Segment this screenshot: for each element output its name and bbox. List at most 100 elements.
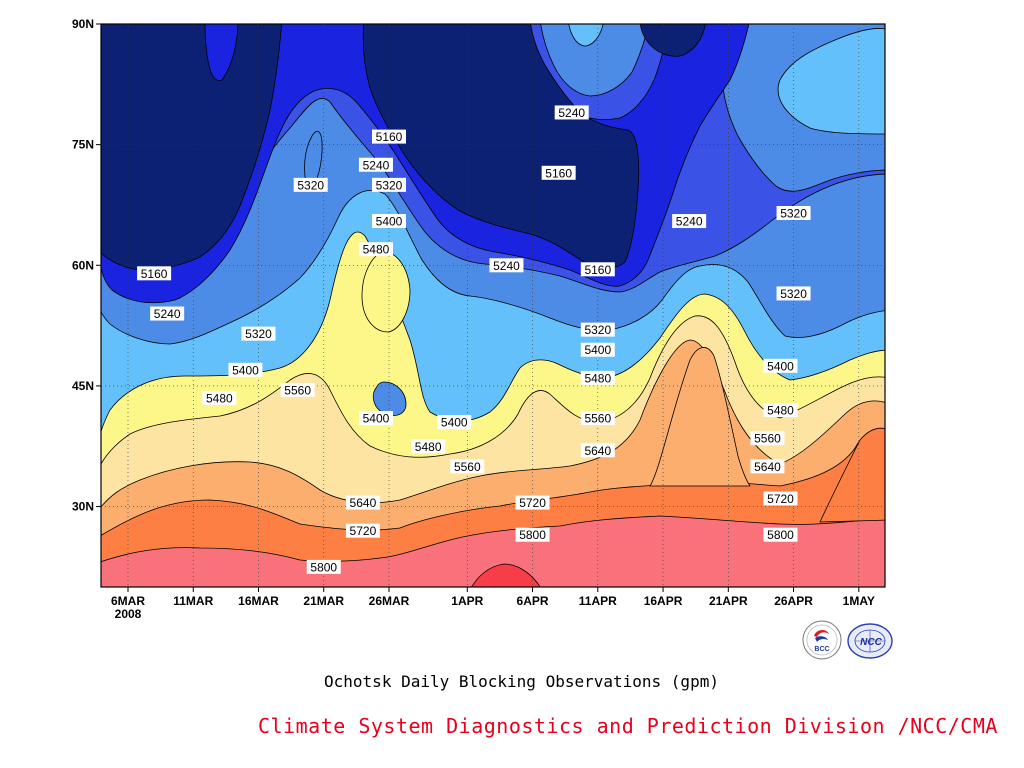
x-axis: 6MAR 11MAR 16MAR 21MAR 26MAR 1APR 6APR 11APR 16A… bbox=[111, 587, 875, 621]
contour-label-text: 5480 bbox=[363, 243, 390, 257]
contour-label: 5320 bbox=[776, 206, 811, 221]
contour-label: 5240 bbox=[489, 258, 524, 273]
contour-label-text: 5800 bbox=[767, 528, 794, 542]
contour-label: 5800 bbox=[763, 527, 798, 542]
x-tick-label: 21APR bbox=[709, 594, 748, 608]
chart-title: Ochotsk Daily Blocking Observations (gpm… bbox=[324, 672, 719, 691]
contour-label-text: 5320 bbox=[780, 287, 807, 301]
contour-label-bg bbox=[763, 403, 798, 418]
contour-label-text: 5240 bbox=[154, 307, 181, 321]
contour-label-bg bbox=[580, 370, 615, 385]
contour-chart: 30N 45N 60N 75N 90N 6MAR 11MAR 16MAR 21MAR 26MAR… bbox=[72, 17, 886, 621]
contour-label-text: 5160 bbox=[141, 267, 168, 281]
contour-label-bg bbox=[437, 415, 472, 430]
x-tick-label: 6MAR bbox=[111, 594, 145, 608]
island-5480-26mar bbox=[361, 251, 411, 333]
region-5400-upper-right bbox=[777, 28, 885, 135]
x-tick-label: 26APR bbox=[774, 594, 813, 608]
contour-label-bg bbox=[450, 459, 485, 474]
contour-label-bg bbox=[763, 491, 798, 506]
contour-label-text: 5720 bbox=[519, 496, 546, 510]
contour-label: 5400 bbox=[763, 358, 798, 373]
contour-label-bg bbox=[750, 431, 785, 446]
contour-label-text: 5720 bbox=[767, 492, 794, 506]
contour-label: 5720 bbox=[763, 491, 798, 506]
contour-label-text: 5160 bbox=[545, 166, 572, 180]
contour-label-bg bbox=[202, 390, 237, 405]
contour-label: 5240 bbox=[554, 105, 589, 120]
contour-label-bg bbox=[554, 105, 589, 120]
contour-label-text: 5480 bbox=[206, 391, 233, 405]
x-tick-label: 6APR bbox=[517, 594, 549, 608]
contour-label: 5240 bbox=[150, 306, 185, 321]
contour-label-text: 5400 bbox=[376, 215, 403, 229]
bcc-logo: BCC bbox=[802, 620, 842, 660]
contour-label-text: 5320 bbox=[376, 178, 403, 192]
contour-label: 5800 bbox=[515, 527, 550, 542]
contour-label-text: 5640 bbox=[584, 444, 611, 458]
contour-label-bg bbox=[776, 206, 811, 221]
contour-label-bg bbox=[515, 495, 550, 510]
contour-label-text: 5720 bbox=[350, 524, 377, 538]
contour-label: 5320 bbox=[580, 322, 615, 337]
x-tick-label: 1APR bbox=[451, 594, 483, 608]
x-tick-label: 26MAR bbox=[369, 594, 410, 608]
contour-label-bg bbox=[372, 214, 406, 229]
x-tick-label: 16APR bbox=[644, 594, 683, 608]
contour-label: 5480 bbox=[202, 390, 237, 405]
contour-label-bg bbox=[372, 129, 406, 144]
contour-label-text: 5240 bbox=[363, 158, 390, 172]
contour-label: 5240 bbox=[672, 214, 707, 229]
contour-label-bg bbox=[358, 157, 393, 172]
credit-line: Climate System Diagnostics and Predictio… bbox=[258, 714, 998, 738]
contour-label-bg bbox=[358, 242, 393, 257]
contour-label-bg bbox=[293, 177, 328, 192]
contour-label: 5320 bbox=[293, 177, 328, 192]
contour-label: 5400 bbox=[580, 342, 615, 357]
contour-label: 5480 bbox=[580, 370, 615, 385]
island-5880-6apr bbox=[471, 563, 541, 587]
contour-label-text: 5560 bbox=[454, 460, 481, 474]
contour-label: 5720 bbox=[515, 495, 550, 510]
contour-label-text: 5560 bbox=[284, 383, 311, 397]
x-tick-label: 16MAR bbox=[238, 594, 279, 608]
contour-label-text: 5480 bbox=[584, 371, 611, 385]
contour-label-text: 5400 bbox=[584, 343, 611, 357]
contour-label-bg bbox=[580, 342, 615, 357]
contour-label-bg bbox=[541, 165, 576, 180]
contour-label: 5160 bbox=[137, 266, 172, 281]
contour-label: 5240 bbox=[358, 157, 393, 172]
contour-label-text: 5320 bbox=[780, 207, 807, 221]
bcc-logo-text: BCC bbox=[814, 646, 829, 653]
contour-label: 5320 bbox=[776, 286, 811, 301]
contour-label: 5480 bbox=[411, 439, 446, 454]
contour-label-text: 5640 bbox=[754, 460, 781, 474]
contour-label: 5720 bbox=[345, 523, 380, 538]
contour-label: 5640 bbox=[345, 495, 380, 510]
y-tick-label: 75N bbox=[72, 138, 94, 152]
contour-labels: 5160 5240 5320 5400 5480 5560 5320 5160 5240 5320… bbox=[137, 105, 811, 574]
contour-label-text: 5320 bbox=[584, 323, 611, 337]
contour-label-bg bbox=[137, 266, 172, 281]
contour-label-bg bbox=[345, 495, 380, 510]
contour-label-text: 5160 bbox=[584, 263, 611, 277]
contour-label-bg bbox=[411, 439, 446, 454]
contour-label: 5480 bbox=[358, 242, 393, 257]
contour-label-text: 5800 bbox=[310, 560, 337, 574]
contour-label: 5160 bbox=[372, 129, 406, 144]
contour-label: 5160 bbox=[580, 262, 615, 277]
x-tick-label: 21MAR bbox=[303, 594, 344, 608]
contour-label: 5480 bbox=[763, 403, 798, 418]
contour-label-text: 5480 bbox=[767, 404, 794, 418]
contour-label: 5400 bbox=[358, 411, 393, 426]
contour-label-text: 5240 bbox=[558, 106, 585, 120]
contour-label: 5400 bbox=[437, 415, 472, 430]
contour-label: 5560 bbox=[750, 431, 785, 446]
contour-label-bg bbox=[150, 306, 185, 321]
y-axis: 30N 45N 60N 75N 90N bbox=[72, 17, 101, 514]
contour-label-text: 5240 bbox=[493, 259, 520, 273]
x-year-label: 2008 bbox=[115, 607, 142, 621]
y-tick-label: 60N bbox=[72, 258, 94, 272]
x-tick-label: 11MAR bbox=[173, 594, 213, 608]
contour-label-bg bbox=[580, 322, 615, 337]
